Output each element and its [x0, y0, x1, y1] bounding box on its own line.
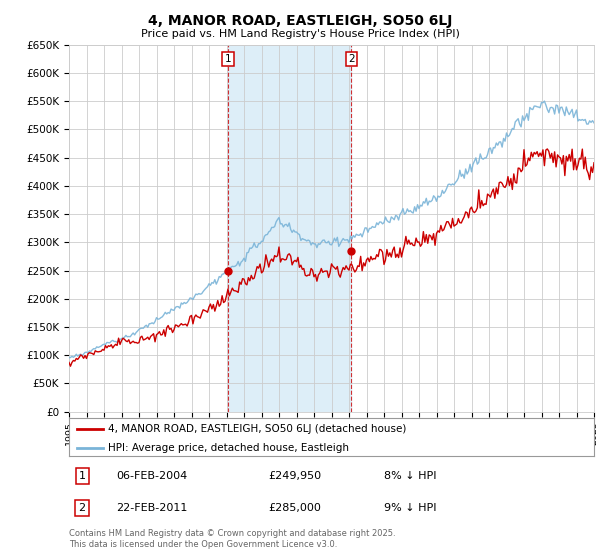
- Text: £285,000: £285,000: [269, 503, 322, 514]
- Text: HPI: Average price, detached house, Eastleigh: HPI: Average price, detached house, East…: [109, 443, 349, 453]
- Bar: [228, 45, 351, 412]
- Text: £249,950: £249,950: [269, 471, 322, 481]
- Text: 4, MANOR ROAD, EASTLEIGH, SO50 6LJ: 4, MANOR ROAD, EASTLEIGH, SO50 6LJ: [148, 14, 452, 28]
- Text: 1: 1: [225, 54, 232, 64]
- Text: Price paid vs. HM Land Registry's House Price Index (HPI): Price paid vs. HM Land Registry's House …: [140, 29, 460, 39]
- Text: 4, MANOR ROAD, EASTLEIGH, SO50 6LJ (detached house): 4, MANOR ROAD, EASTLEIGH, SO50 6LJ (deta…: [109, 423, 407, 433]
- Text: 9% ↓ HPI: 9% ↓ HPI: [384, 503, 437, 514]
- Text: 1: 1: [79, 471, 86, 481]
- Text: Contains HM Land Registry data © Crown copyright and database right 2025.
This d: Contains HM Land Registry data © Crown c…: [69, 529, 395, 549]
- Text: 22-FEB-2011: 22-FEB-2011: [116, 503, 188, 514]
- Text: 2: 2: [348, 54, 355, 64]
- Text: 2: 2: [79, 503, 86, 514]
- Text: 8% ↓ HPI: 8% ↓ HPI: [384, 471, 437, 481]
- Text: 06-FEB-2004: 06-FEB-2004: [116, 471, 187, 481]
